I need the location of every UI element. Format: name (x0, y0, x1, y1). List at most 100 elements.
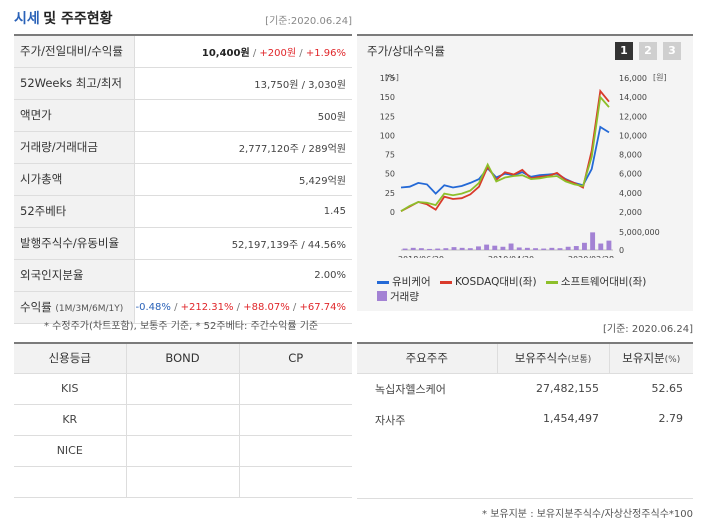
row-value: 2.00% (314, 269, 346, 281)
chart-tabs: 1 2 3 (615, 42, 681, 60)
volume-bar (492, 245, 498, 250)
chart-tab-2[interactable]: 2 (639, 42, 657, 60)
right-tick-label: 6,000 (619, 170, 642, 179)
legend-swatch (545, 280, 558, 284)
cp-rating (239, 435, 352, 467)
row-label: 시가총액 (14, 163, 135, 195)
left-tick-label: 125 (380, 112, 395, 121)
legend-label: 유비케어 (392, 276, 431, 288)
table-row: 녹십자헬스케어 27,482,155 52.65 (357, 373, 693, 404)
bond-rating (126, 435, 240, 467)
table-row: 액면가 500원 (14, 99, 352, 131)
x-tick-label: 2020/02/28 (568, 255, 614, 258)
x-tick-label: 2019/04/30 (488, 255, 534, 258)
left-tick-label: 100 (380, 131, 395, 140)
legend-item: 유비케어 (377, 274, 431, 289)
row-label: 52Weeks 최고/최저 (14, 67, 135, 99)
header-subtext: (%) (664, 355, 681, 366)
bond-rating (126, 466, 240, 498)
table-row: 52주베타 1.45 (14, 195, 352, 227)
footnote-holders: * 보유지분 : 보유지분주식수/자상산정주식수*100 (482, 509, 693, 520)
legend-swatch (439, 280, 452, 284)
series-line (400, 88, 610, 212)
agency-name: NICE (14, 435, 127, 467)
agency-name: KIS (14, 373, 127, 405)
cp-rating (239, 373, 352, 405)
left-tick-label: 75 (385, 151, 395, 160)
holders-base-date: [기준: 2020.06.24] (602, 324, 693, 335)
holder-percent: 2.79 (609, 404, 693, 499)
table-row: NICE (14, 435, 352, 467)
table-row: 52Weeks 최고/최저 13,750원 / 3,030원 (14, 67, 352, 99)
chart-title: 주가/상대수익률 (367, 44, 445, 58)
holder-shares: 1,454,497 (497, 404, 609, 499)
footnote-price: * 수정주가(차트포함), 보통주 기준, * 52주베타: 주간수익률 기준 (44, 321, 319, 332)
row-value: 52,197,139주 / 44.56% (231, 239, 346, 251)
volume-bar (402, 248, 408, 250)
legend-swatch (377, 291, 387, 301)
column-header: 주요주주 (357, 343, 498, 374)
row-value: 13,750원 / 3,030원 (254, 79, 346, 91)
table-row: 거래량/거래대금 2,777,120주 / 289억원 (14, 131, 352, 163)
volume-bar (459, 247, 465, 250)
price-value: 10,400원 / +200원 / +1.96% (201, 47, 346, 59)
volume-bar (451, 247, 457, 250)
agency-name (14, 466, 127, 498)
volume-bar (410, 247, 416, 250)
table-header-row: 주요주주 보유주식수(보통) 보유지분(%) (357, 343, 693, 374)
cp-rating (239, 466, 352, 498)
holder-percent: 52.65 (651, 382, 684, 396)
returns-label: 수익률 (20, 300, 52, 314)
chart-tab-1[interactable]: 1 (615, 42, 633, 60)
chart-tab-3[interactable]: 3 (663, 42, 681, 60)
return-6m: +88.07% (243, 301, 290, 313)
return-1y: +67.74% (299, 301, 346, 313)
row-label: 수익률 (1M/3M/6M/1Y) (14, 291, 135, 323)
quote-info-table: 주가/전일대비/수익률 10,400원 / +200원 / +1.96% 52W… (14, 34, 352, 324)
bond-rating (126, 373, 240, 405)
price-change: +200원 (259, 47, 297, 59)
series-line (400, 125, 610, 195)
section-title-shareholders: 및 주주현황 (43, 11, 113, 27)
volume-bar (443, 248, 449, 250)
left-tick-label: 175 (380, 74, 395, 83)
right-tick-label: 12,000 (619, 112, 647, 121)
bond-rating (126, 404, 240, 436)
left-tick-label: 25 (385, 189, 395, 198)
table-row: 수익률 (1M/3M/6M/1Y) -0.48% / +212.31% / +8… (14, 291, 352, 323)
volume-bar (500, 246, 506, 250)
agency-name: KR (14, 404, 127, 436)
row-label: 발행주식수/유동비율 (14, 227, 135, 259)
chart-legend: 유비케어 KOSDAQ대비(좌) 소프트웨어대비(좌) 거래량 (377, 274, 687, 304)
row-label: 거래량/거래대금 (14, 131, 135, 163)
right-tick-label: 8,000 (619, 151, 642, 160)
table-row: 주가/전일대비/수익률 10,400원 / +200원 / +1.96% (14, 35, 352, 67)
holder-name: 녹십자헬스케어 (375, 382, 446, 396)
legend-label: 거래량 (390, 291, 419, 303)
legend-label: KOSDAQ대비(좌) (454, 276, 537, 288)
table-row: 자사주 1,454,497 2.79 (357, 404, 693, 499)
table-header-row: 신용등급 BOND CP (14, 343, 352, 374)
section-title-quote: 시세 (14, 11, 40, 27)
row-label: 주가/전일대비/수익률 (14, 35, 135, 67)
x-tick-label: 2018/06/29 (398, 255, 444, 258)
right-axis-unit: [원] (653, 73, 667, 82)
legend-label: 소프트웨어대비(좌) (560, 276, 647, 288)
row-value: 2,777,120주 / 289억원 (238, 143, 346, 155)
left-tick-label: 0 (390, 208, 395, 217)
volume-bar (565, 246, 571, 250)
price-change-rate: +1.96% (305, 47, 346, 59)
volume-bar (533, 248, 538, 250)
volume-bar (590, 232, 596, 250)
volume-bar (418, 248, 424, 250)
volume-bar (606, 240, 612, 250)
volume-bar (467, 248, 473, 250)
section-header: 시세 및 주주현황 [기준:2020.06.24] (14, 8, 352, 30)
holder-name: 자사주 (357, 404, 497, 499)
volume-bar (557, 248, 563, 250)
right-tick-label: 10,000 (619, 131, 647, 140)
major-shareholders-table: 주요주주 보유주식수(보통) 보유지분(%) 녹십자헬스케어 27,482,15… (357, 342, 693, 499)
table-row: 발행주식수/유동비율 52,197,139주 / 44.56% (14, 227, 352, 259)
volume-tick-label: 0 (619, 246, 624, 255)
row-value: 5,429억원 (298, 175, 346, 187)
